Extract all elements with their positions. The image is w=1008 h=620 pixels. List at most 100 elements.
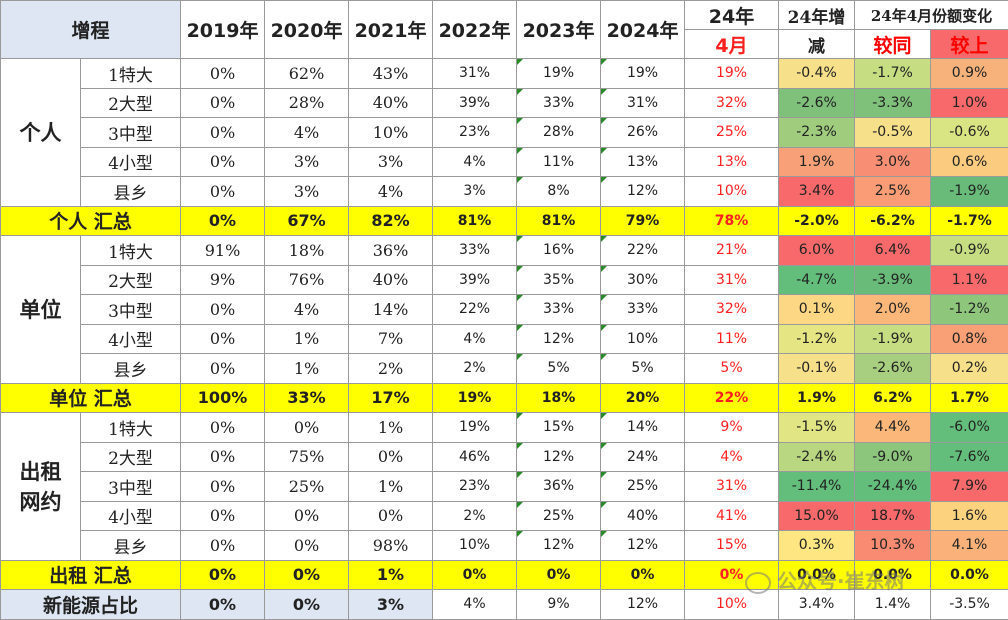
total-cell: 0% bbox=[181, 206, 265, 236]
row-label: 4小型 bbox=[81, 324, 181, 354]
value-cell: 4.4% bbox=[855, 413, 931, 443]
value-cell: -0.6% bbox=[931, 118, 1008, 148]
group-label: 个人 bbox=[1, 59, 81, 207]
value-cell: 76% bbox=[265, 265, 349, 295]
value-cell: 0% bbox=[181, 177, 265, 207]
total-cell: -6.2% bbox=[855, 206, 931, 236]
value-cell: 1.6% bbox=[931, 501, 1008, 531]
nev-cell: 4% bbox=[433, 590, 517, 620]
value-cell: 35% bbox=[517, 265, 601, 295]
total-cell: 79% bbox=[601, 206, 685, 236]
value-cell: 1.9% bbox=[779, 147, 855, 177]
value-cell: 4% bbox=[265, 118, 349, 148]
value-cell: 0.6% bbox=[931, 147, 1008, 177]
row-label: 县乡 bbox=[81, 177, 181, 207]
value-cell: 33% bbox=[433, 236, 517, 266]
value-cell: 3% bbox=[265, 177, 349, 207]
value-cell: 40% bbox=[601, 501, 685, 531]
value-cell: 0% bbox=[349, 501, 433, 531]
value-cell: 11% bbox=[517, 147, 601, 177]
value-cell: 1% bbox=[349, 413, 433, 443]
value-cell: 26% bbox=[601, 118, 685, 148]
value-cell: 2% bbox=[433, 501, 517, 531]
value-cell: 25% bbox=[601, 472, 685, 502]
value-cell: 2% bbox=[349, 354, 433, 384]
value-cell: 11% bbox=[685, 324, 779, 354]
row-label: 县乡 bbox=[81, 531, 181, 561]
value-cell: 0% bbox=[181, 531, 265, 561]
value-cell: 10.3% bbox=[855, 531, 931, 561]
nev-cell: 9% bbox=[517, 590, 601, 620]
total-cell: 6.2% bbox=[855, 383, 931, 413]
row-label: 2大型 bbox=[81, 88, 181, 118]
value-cell: 40% bbox=[349, 88, 433, 118]
value-cell: -2.3% bbox=[779, 118, 855, 148]
value-cell: 39% bbox=[433, 265, 517, 295]
value-cell: 0% bbox=[349, 442, 433, 472]
value-cell: 4% bbox=[685, 442, 779, 472]
value-cell: 0% bbox=[181, 442, 265, 472]
value-cell: 46% bbox=[433, 442, 517, 472]
value-cell: -1.9% bbox=[855, 324, 931, 354]
value-cell: -3.9% bbox=[855, 265, 931, 295]
value-cell: 0% bbox=[181, 354, 265, 384]
value-cell: 25% bbox=[685, 118, 779, 148]
row-label: 4小型 bbox=[81, 501, 181, 531]
total-cell: 0% bbox=[433, 560, 517, 590]
value-cell: 2.0% bbox=[855, 295, 931, 325]
total-cell: 81% bbox=[433, 206, 517, 236]
value-cell: 24% bbox=[601, 442, 685, 472]
change-header-top: 24年增 bbox=[779, 1, 855, 30]
year-header-2021: 2021年 bbox=[349, 1, 433, 59]
value-cell: 31% bbox=[685, 472, 779, 502]
change-header-bottom: 减 bbox=[779, 30, 855, 59]
value-cell: -4.7% bbox=[779, 265, 855, 295]
value-cell: 1% bbox=[265, 354, 349, 384]
year-header-2024: 2024年 bbox=[601, 1, 685, 59]
value-cell: 1% bbox=[349, 472, 433, 502]
value-cell: 3% bbox=[433, 177, 517, 207]
row-label: 3中型 bbox=[81, 295, 181, 325]
value-cell: 6.4% bbox=[855, 236, 931, 266]
total-cell: -2.0% bbox=[779, 206, 855, 236]
corner-header: 增程 bbox=[1, 1, 181, 59]
value-cell: 0.9% bbox=[931, 59, 1008, 89]
value-cell: -3.3% bbox=[855, 88, 931, 118]
value-cell: 4% bbox=[433, 147, 517, 177]
total-cell: 20% bbox=[601, 383, 685, 413]
value-cell: 14% bbox=[349, 295, 433, 325]
nev-cell: 1.4% bbox=[855, 590, 931, 620]
nev-cell: 10% bbox=[685, 590, 779, 620]
value-cell: 0% bbox=[181, 59, 265, 89]
value-cell: 0% bbox=[181, 472, 265, 502]
total-cell: 0.0% bbox=[855, 560, 931, 590]
year-header-2022: 2022年 bbox=[433, 1, 517, 59]
value-cell: 31% bbox=[601, 88, 685, 118]
value-cell: 6.0% bbox=[779, 236, 855, 266]
value-cell: 23% bbox=[433, 472, 517, 502]
value-cell: 8% bbox=[517, 177, 601, 207]
value-cell: -24.4% bbox=[855, 472, 931, 502]
value-cell: -0.1% bbox=[779, 354, 855, 384]
value-cell: -1.2% bbox=[779, 324, 855, 354]
value-cell: 25% bbox=[517, 501, 601, 531]
total-cell: 0% bbox=[181, 560, 265, 590]
value-cell: 0% bbox=[265, 501, 349, 531]
value-cell: 30% bbox=[601, 265, 685, 295]
value-cell: 36% bbox=[517, 472, 601, 502]
value-cell: 22% bbox=[601, 236, 685, 266]
value-cell: 1.1% bbox=[931, 265, 1008, 295]
value-cell: 12% bbox=[517, 531, 601, 561]
value-cell: 4.1% bbox=[931, 531, 1008, 561]
value-cell: -1.7% bbox=[855, 59, 931, 89]
